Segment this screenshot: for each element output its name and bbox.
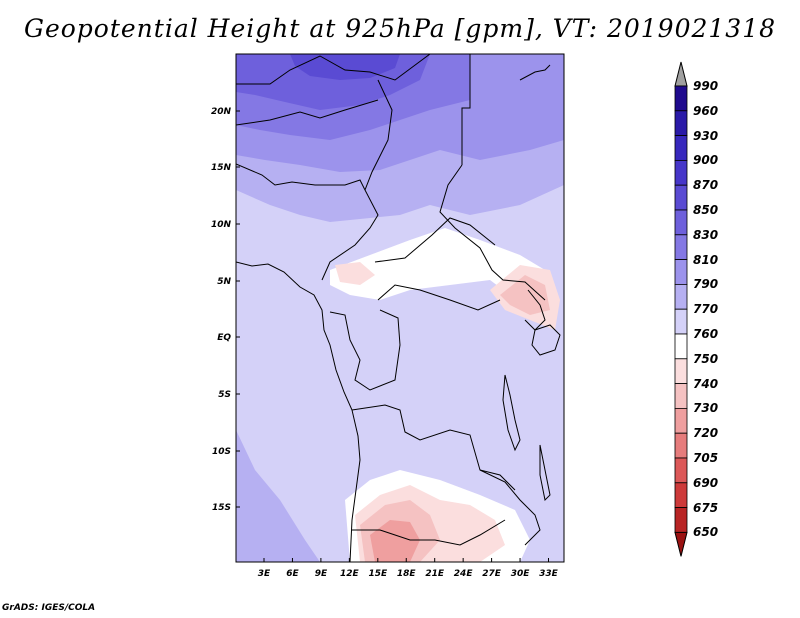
colorbar-swatch	[674, 234, 688, 261]
colorbar-top-arrow	[674, 61, 688, 87]
colorbar-level-label: 850	[693, 203, 719, 217]
colorbar-level-label: 990	[693, 79, 719, 93]
border-car-south	[377, 284, 501, 311]
contour-field	[236, 54, 564, 562]
colorbar-level-label: 705	[693, 451, 719, 465]
colorbar-swatch	[674, 432, 688, 459]
colorbar-level-label: 750	[693, 351, 719, 366]
colorbar-level-label: 650	[693, 525, 719, 540]
colorbar-swatch	[674, 283, 688, 310]
coastline-west-africa	[236, 261, 361, 562]
field-750-central	[335, 262, 375, 285]
colorbar-level-label: 930	[693, 128, 719, 143]
border-drc-angola	[351, 404, 516, 491]
colorbar-swatch	[674, 184, 688, 211]
lon-tick-label: 30E	[511, 569, 531, 579]
border-congo	[329, 309, 401, 391]
colorbar-level-label: 690	[693, 475, 719, 490]
lon-tick-label: 33E	[539, 569, 559, 579]
lon-tick-label: 21E	[425, 569, 445, 579]
lat-tick-label: EQ	[217, 333, 231, 343]
lon-tick-label: 6E	[286, 569, 299, 579]
field-740-east	[500, 275, 550, 315]
colorbar-level-label: 770	[693, 302, 719, 317]
lon-tick-label: 18E	[397, 569, 417, 579]
colorbar-swatch	[674, 308, 688, 335]
latitude-axis: 20N 15N 10N 5N EQ 5S 10S 15S	[211, 107, 240, 513]
colorbar-swatch	[674, 85, 688, 112]
border-zambia	[479, 469, 541, 546]
lon-tick-label: 15E	[368, 569, 388, 579]
colorbar-swatch	[674, 159, 688, 186]
lon-tick-label: 9E	[315, 569, 328, 579]
border-red-sea	[519, 64, 551, 81]
lat-tick-label: 5N	[217, 277, 231, 287]
colorbar-level-label: 830	[693, 227, 719, 242]
border-nigeria	[236, 99, 379, 126]
lake-malawi	[539, 444, 551, 502]
field-870	[290, 54, 400, 80]
page-title: Geopotential Height at 925hPa [gpm], VT:…	[23, 14, 777, 43]
colorbar-level-label: 675	[693, 500, 719, 515]
lake-tanganyika	[502, 374, 521, 452]
colorbar-swatch	[674, 482, 688, 508]
border-mali	[236, 163, 366, 191]
colorbar-swatch	[674, 259, 688, 285]
lat-tick-label: 10S	[212, 447, 231, 457]
colorbar-swatch	[674, 333, 688, 360]
coastlines-and-borders	[236, 54, 561, 562]
lat-tick-label: 15S	[212, 503, 231, 513]
colorbar-swatch	[674, 135, 688, 161]
colorbar-swatch	[674, 358, 688, 384]
colorbar-level-label: 740	[693, 376, 719, 391]
border-niger-chad	[321, 79, 393, 281]
lon-tick-label: 24E	[454, 569, 474, 579]
field-790-sw	[236, 430, 320, 562]
border-east-uganda	[524, 289, 546, 331]
lat-tick-label: 15N	[211, 163, 232, 173]
colorbar-level-label: 730	[693, 401, 719, 416]
field-760-central	[330, 228, 545, 300]
lon-tick-label: 27E	[482, 569, 502, 579]
colorbar-level-label: 790	[693, 277, 719, 292]
colorbar-swatch	[674, 383, 688, 409]
credit-text: GrADS: IGES/COLA	[2, 603, 96, 613]
lat-tick-label: 20N	[211, 107, 232, 117]
border-libya	[461, 54, 471, 165]
border-chad-sudan	[439, 164, 546, 301]
colorbar-swatch	[674, 407, 688, 434]
colorbar-level-label: 900	[693, 153, 719, 168]
colorbar-level-label: 960	[693, 103, 719, 118]
lake-victoria	[531, 324, 561, 356]
colorbar-swatch	[674, 209, 688, 236]
colorbar-bottom-arrow	[674, 531, 688, 557]
border-car	[374, 217, 496, 263]
colorbar-level-label: 810	[693, 252, 719, 267]
colorbar-swatch	[674, 457, 688, 484]
colorbar-level-label: 870	[693, 178, 719, 193]
map-frame	[235, 53, 565, 563]
border-angola-namibia	[352, 519, 506, 546]
colorbar-level-label: 760	[693, 327, 719, 341]
colorbar-level-label: 720	[693, 426, 719, 441]
lat-tick-label: 5S	[218, 390, 231, 400]
colorbar-swatch	[674, 507, 688, 533]
lon-tick-label: 3E	[258, 569, 271, 579]
longitude-axis: 3E 6E 9E 12E 15E 18E 21E 24E 27E 30E 33E	[258, 558, 559, 579]
border-sahara-north	[236, 54, 431, 85]
colorbar-swatch	[674, 110, 688, 137]
lat-tick-label: 10N	[211, 220, 232, 230]
lon-tick-label: 12E	[340, 569, 360, 579]
